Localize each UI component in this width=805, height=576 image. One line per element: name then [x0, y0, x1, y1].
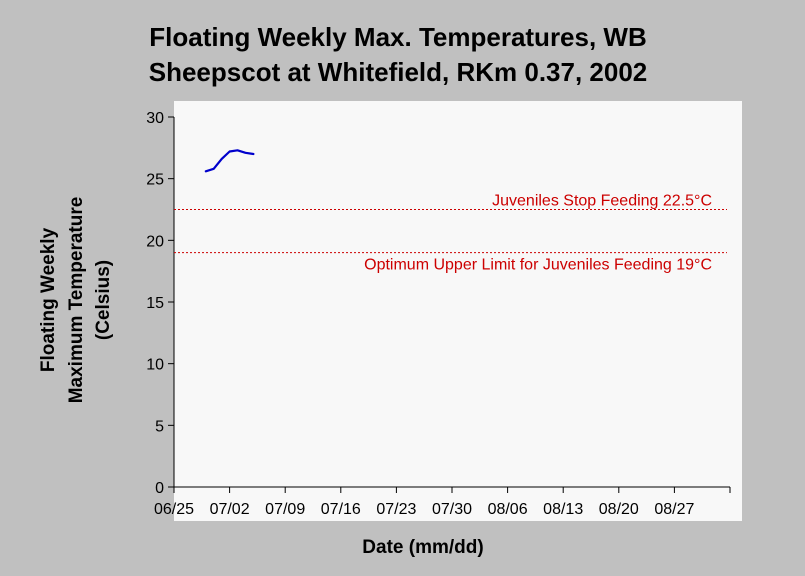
y-axis-title-line-2: Maximum Temperature — [66, 197, 87, 404]
y-tick-label: 5 — [155, 418, 164, 435]
y-tick-label: 15 — [146, 295, 164, 312]
y-axis-title-line-3: (Celsius) — [93, 260, 114, 340]
y-tick-label: 10 — [146, 357, 164, 374]
reference-lines: Juveniles Stop Feeding 22.5°C Optimum Upp… — [174, 193, 727, 274]
y-tick-label: 30 — [146, 110, 164, 127]
y-axis-title: Floating Weekly Maximum Temperature (Cel… — [38, 197, 114, 404]
x-axis-title: Date (mm/dd) — [362, 537, 483, 558]
x-tick-label: 08/13 — [543, 501, 583, 518]
series-layer — [204, 149, 255, 173]
x-tick-label: 07/09 — [265, 501, 305, 518]
y-ticks: 0 5 10 15 20 25 30 — [146, 110, 174, 497]
y-tick-label: 20 — [146, 233, 164, 250]
chart-title-line-2: Sheepscot at Whitefield, RKm 0.37, 2002 — [149, 57, 648, 87]
x-tick-label: 07/16 — [321, 501, 361, 518]
y-tick-label: 0 — [155, 480, 164, 497]
y-tick-label: 25 — [146, 172, 164, 189]
x-tick-label: 07/30 — [432, 501, 472, 518]
x-ticks: 06/25 07/02 07/09 07/16 07/23 07/30 08/06 08/13… — [154, 487, 731, 518]
x-tick-label: 08/06 — [488, 501, 528, 518]
chart-title-line-1: Floating Weekly Max. Temperatures, WB — [149, 22, 647, 52]
reference-line-label: Juveniles Stop Feeding 22.5°C — [492, 193, 712, 210]
x-tick-label: 06/25 — [154, 501, 194, 518]
series-line — [204, 149, 255, 173]
reference-line-label: Optimum Upper Limit for Juveniles Feedin… — [364, 257, 712, 274]
x-tick-label: 07/23 — [376, 501, 416, 518]
x-tick-label: 07/02 — [210, 501, 250, 518]
x-tick-label: 08/27 — [654, 501, 694, 518]
plot-area — [174, 101, 742, 521]
x-tick-label: 08/20 — [599, 501, 639, 518]
y-axis-title-line-1: Floating Weekly — [38, 227, 59, 372]
